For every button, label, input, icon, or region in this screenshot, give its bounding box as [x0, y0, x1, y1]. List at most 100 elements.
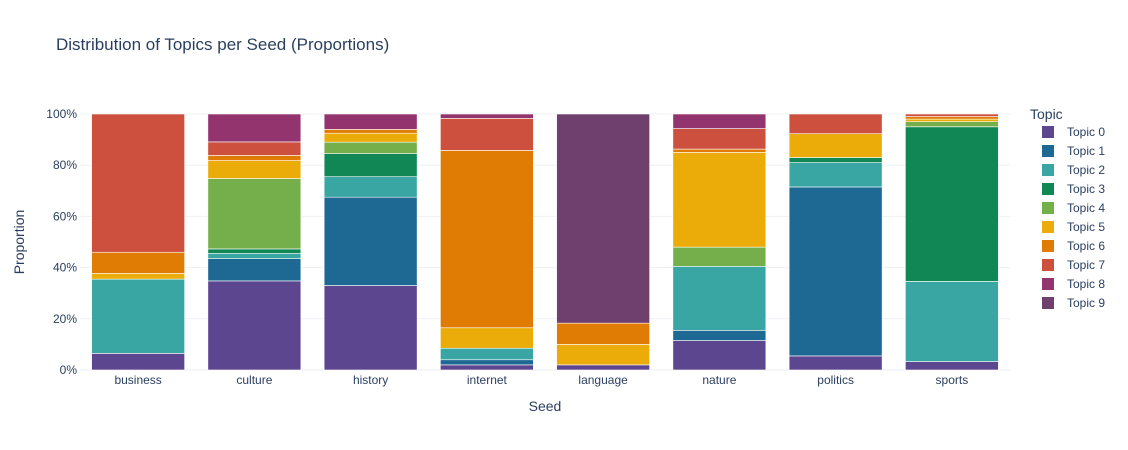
bar-segment-sports-topic-3[interactable] — [905, 126, 999, 282]
x-tick-label: language — [578, 373, 628, 387]
legend-label: Topic 3 — [1067, 182, 1105, 196]
legend: Topic 0 Topic 1 Topic 2 Topic 3 Topic 4 Topic… — [1042, 125, 1105, 310]
bar-segment-internet-topic-0[interactable] — [440, 364, 534, 371]
bar-segment-business-topic-7[interactable] — [91, 113, 185, 253]
bar-segment-nature-topic-7[interactable] — [672, 128, 767, 150]
x-tick-label: history — [353, 373, 388, 387]
y-tick-label: 80% — [53, 158, 77, 172]
bar-segment-politics-topic-7[interactable] — [788, 113, 883, 135]
legend-item-topic-0[interactable]: Topic 0 — [1042, 125, 1105, 139]
bar-segment-nature-topic-2[interactable] — [672, 266, 767, 331]
x-tick-label: culture — [236, 373, 272, 387]
bar-segment-language-topic-0[interactable] — [556, 364, 650, 371]
legend-item-topic-1[interactable]: Topic 1 — [1042, 144, 1105, 158]
legend-label: Topic 0 — [1067, 125, 1105, 139]
legend-item-topic-3[interactable]: Topic 3 — [1042, 182, 1105, 196]
bar-segment-culture-topic-0[interactable] — [207, 280, 302, 371]
bar-segment-politics-topic-0[interactable] — [788, 355, 883, 371]
y-tick-label: 0% — [60, 363, 78, 377]
bar-segment-sports-topic-5[interactable] — [905, 118, 999, 122]
bar-segment-internet-topic-5[interactable] — [440, 327, 534, 349]
bar-segment-sports-topic-4[interactable] — [905, 121, 999, 128]
legend-label: Topic 5 — [1067, 220, 1105, 234]
bar-segment-nature-topic-6[interactable] — [672, 148, 767, 153]
bar-segment-internet-topic-1[interactable] — [440, 359, 534, 366]
bar-segment-sports-topic-2[interactable] — [905, 281, 999, 362]
bar-segment-politics-topic-3[interactable] — [788, 157, 883, 163]
legend-swatch — [1042, 240, 1054, 252]
bar-segment-business-topic-2[interactable] — [91, 278, 185, 354]
bar-segment-history-topic-8[interactable] — [323, 113, 418, 130]
bar-segment-nature-topic-5[interactable] — [672, 152, 767, 248]
legend-swatch — [1042, 278, 1054, 290]
bar-segment-politics-topic-2[interactable] — [788, 162, 883, 188]
legend-item-topic-8[interactable]: Topic 8 — [1042, 277, 1105, 291]
y-tick-label: 20% — [53, 312, 77, 326]
bar-segment-history-topic-1[interactable] — [323, 196, 418, 286]
bar-segment-business-topic-6[interactable] — [91, 251, 185, 274]
bar-segment-politics-topic-5[interactable] — [788, 133, 883, 158]
legend-label: Topic 1 — [1067, 144, 1105, 158]
bar-segment-history-topic-2[interactable] — [323, 176, 418, 198]
bar-segment-nature-topic-8[interactable] — [672, 113, 767, 129]
bar-segment-history-topic-3[interactable] — [323, 153, 418, 178]
bar-segment-culture-topic-4[interactable] — [207, 178, 302, 250]
legend-item-topic-6[interactable]: Topic 6 — [1042, 239, 1105, 253]
legend-swatch — [1042, 221, 1054, 233]
legend-swatch — [1042, 202, 1054, 214]
legend-swatch — [1042, 259, 1054, 271]
bar-segment-nature-topic-0[interactable] — [672, 340, 767, 371]
bar-segment-business-topic-0[interactable] — [91, 353, 185, 371]
y-tick-label: 40% — [53, 261, 77, 275]
legend-item-topic-4[interactable]: Topic 4 — [1042, 201, 1105, 215]
x-tick-label: internet — [467, 373, 508, 387]
x-tick-layer: business culture history internet language na… — [114, 373, 968, 387]
legend-label: Topic 8 — [1067, 277, 1105, 291]
bar-layer — [91, 113, 999, 371]
bar-segment-culture-topic-8[interactable] — [207, 113, 302, 143]
legend-label: Topic 4 — [1067, 201, 1105, 215]
bar-segment-sports-topic-6[interactable] — [905, 116, 999, 120]
bar-segment-culture-topic-6[interactable] — [207, 155, 302, 161]
legend-item-topic-5[interactable]: Topic 5 — [1042, 220, 1105, 234]
x-tick-label: business — [114, 373, 161, 387]
legend-title: Topic — [1030, 106, 1063, 122]
legend-swatch — [1042, 145, 1054, 157]
bar-segment-history-topic-4[interactable] — [323, 141, 418, 154]
legend-label: Topic 2 — [1067, 163, 1105, 177]
bar-segment-internet-topic-6[interactable] — [440, 150, 534, 329]
bar-segment-culture-topic-7[interactable] — [207, 141, 302, 156]
bar-segment-history-topic-5[interactable] — [323, 132, 418, 143]
bar-segment-nature-topic-1[interactable] — [672, 330, 767, 341]
bar-segment-language-topic-6[interactable] — [556, 322, 650, 345]
bar-segment-internet-topic-8[interactable] — [440, 113, 534, 119]
bar-segment-internet-topic-2[interactable] — [440, 347, 534, 361]
bar-segment-politics-topic-1[interactable] — [788, 186, 883, 357]
bar-segment-history-topic-0[interactable] — [323, 285, 418, 371]
bar-segment-culture-topic-3[interactable] — [207, 248, 302, 254]
y-tick-label: 60% — [53, 209, 77, 223]
bar-segment-culture-topic-5[interactable] — [207, 160, 302, 179]
y-axis-title: Proportion — [11, 210, 27, 275]
bar-segment-sports-topic-0[interactable] — [905, 361, 999, 371]
y-tick-layer: 0% 20% 40% 60% 80% 100% — [46, 107, 77, 377]
bar-segment-history-topic-6[interactable] — [323, 129, 418, 134]
bar-segment-nature-topic-4[interactable] — [672, 246, 767, 267]
bar-segment-culture-topic-2[interactable] — [207, 253, 302, 259]
bar-segment-internet-topic-7[interactable] — [440, 118, 534, 151]
y-tick-label: 100% — [46, 107, 77, 121]
chart-title: Distribution of Topics per Seed (Proport… — [56, 35, 389, 54]
bar-segment-business-topic-5[interactable] — [91, 273, 185, 280]
legend-label: Topic 9 — [1067, 296, 1105, 310]
legend-item-topic-9[interactable]: Topic 9 — [1042, 296, 1105, 310]
bar-segment-culture-topic-1[interactable] — [207, 258, 302, 282]
x-tick-label: nature — [702, 373, 736, 387]
legend-item-topic-2[interactable]: Topic 2 — [1042, 163, 1105, 177]
bar-segment-language-topic-5[interactable] — [556, 344, 650, 366]
bar-segment-sports-topic-7[interactable] — [905, 113, 999, 117]
legend-item-topic-7[interactable]: Topic 7 — [1042, 258, 1105, 272]
bar-segment-language-topic-9[interactable] — [556, 113, 650, 324]
x-axis-title: Seed — [529, 398, 562, 414]
